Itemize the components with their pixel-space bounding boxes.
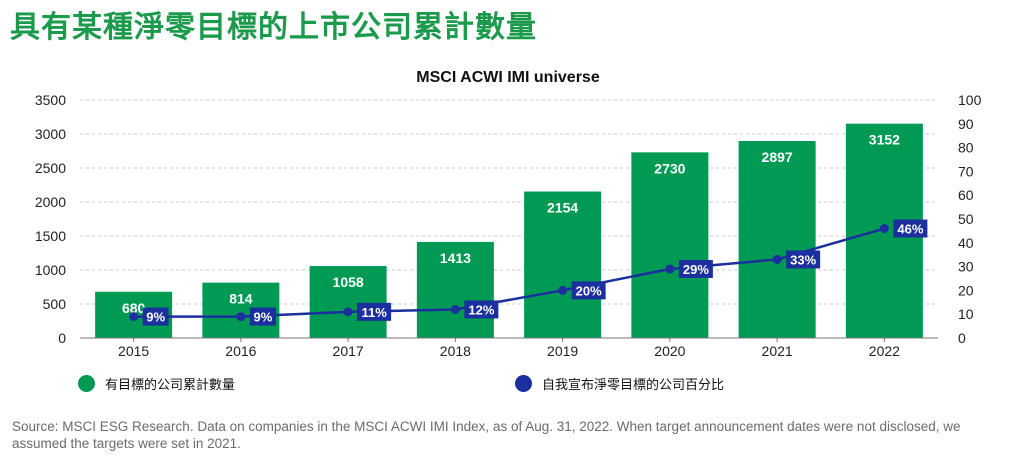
line-point xyxy=(450,304,460,314)
line-label-box xyxy=(142,307,169,326)
line-label-box xyxy=(464,300,499,319)
y-left-tick-label: 2000 xyxy=(35,194,66,210)
bar xyxy=(309,266,387,338)
bar-value-label: 2897 xyxy=(762,149,793,165)
line-point xyxy=(129,312,139,322)
line-label-box xyxy=(893,219,928,238)
bar-value-label: 1413 xyxy=(440,250,471,266)
y-right-tick-label: 20 xyxy=(958,282,974,298)
y-right-tick-label: 50 xyxy=(958,211,974,227)
line-value-label: 33% xyxy=(790,252,816,267)
y-left-tick-label: 3500 xyxy=(35,92,66,108)
line-point xyxy=(879,224,889,234)
legend-item-bars: 有目標的公司累計數量 xyxy=(78,374,235,393)
line-value-label: 11% xyxy=(361,305,387,320)
line-label-box xyxy=(571,281,606,300)
bar xyxy=(631,152,709,338)
y-right-tick-label: 0 xyxy=(958,330,966,346)
line-point xyxy=(343,307,353,317)
bar xyxy=(524,191,602,338)
chart: MSCI ACWI IMI universe 680 814 1058 1413 215… xyxy=(35,69,982,359)
y-right-tick-label: 80 xyxy=(958,140,974,156)
bar-value-label: 2154 xyxy=(547,200,578,216)
legend-dot-green-icon xyxy=(78,375,95,392)
line-value-label: 9% xyxy=(146,310,165,325)
bar-value-label: 1058 xyxy=(333,274,364,290)
x-tick-label: 2022 xyxy=(869,343,900,359)
bar xyxy=(416,241,494,338)
line-label-box xyxy=(678,259,713,278)
bar-value-label: 2730 xyxy=(654,160,685,176)
y-right-tick-label: 70 xyxy=(958,163,974,179)
line-label-box xyxy=(357,302,392,321)
source-note: Source: MSCI ESG Research. Data on compa… xyxy=(12,419,961,451)
x-tick-label: 2018 xyxy=(440,343,471,359)
bar xyxy=(738,141,816,338)
y-right-tick-label: 10 xyxy=(958,306,974,322)
y-left-tick-label: 3000 xyxy=(35,126,66,142)
x-tick-label: 2015 xyxy=(118,343,149,359)
y-right-tick-label: 30 xyxy=(958,259,974,275)
line-value-label: 9% xyxy=(253,310,272,325)
x-tick-label: 2021 xyxy=(762,343,793,359)
y-left-tick-label: 0 xyxy=(58,330,66,346)
line-value-label: 46% xyxy=(897,222,923,237)
y-left-tick-label: 1500 xyxy=(35,228,66,244)
legend-dot-blue-icon xyxy=(515,375,532,392)
y-left-tick-label: 2500 xyxy=(35,160,66,176)
line-value-label: 29% xyxy=(683,262,709,277)
line-label-box xyxy=(786,250,821,269)
y-left-tick-label: 500 xyxy=(43,296,67,312)
x-tick-label: 2017 xyxy=(333,343,364,359)
line-point xyxy=(772,254,782,264)
line-point xyxy=(665,264,675,274)
y-right-tick-label: 100 xyxy=(958,92,982,108)
bar-value-label: 680 xyxy=(122,300,146,316)
line-point xyxy=(236,312,246,322)
line-label-box xyxy=(249,307,276,326)
x-tick-label: 2019 xyxy=(547,343,578,359)
x-tick-label: 2016 xyxy=(225,343,256,359)
legend-label-line: 自我宣布淨零目標的公司百分比 xyxy=(542,378,725,393)
page-title: 具有某種淨零目標的上市公司累計數量 xyxy=(10,10,537,45)
y-right-tick-label: 40 xyxy=(958,235,974,251)
line-value-label: 12% xyxy=(468,302,494,317)
y-right-tick-label: 90 xyxy=(958,116,974,132)
y-right-tick-label: 60 xyxy=(958,187,974,203)
bar-value-label: 3152 xyxy=(869,132,900,148)
legend-label-bars: 有目標的公司累計數量 xyxy=(105,378,236,393)
line-point xyxy=(558,285,568,295)
legend-item-line: 自我宣布淨零目標的公司百分比 xyxy=(515,374,724,393)
bar-value-label: 814 xyxy=(229,291,253,307)
y-left-tick-label: 1000 xyxy=(35,262,66,278)
chart-title: MSCI ACWI IMI universe xyxy=(416,69,600,86)
line-value-label: 20% xyxy=(576,283,602,298)
x-tick-label: 2020 xyxy=(654,343,685,359)
